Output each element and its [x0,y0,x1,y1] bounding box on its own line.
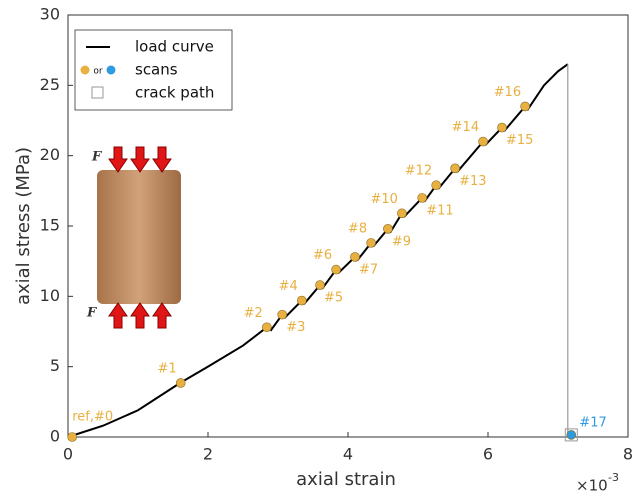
scan-point [431,180,442,191]
x-axis-label: axial strain [296,469,396,490]
x-tick-label: 2 [203,445,213,464]
y-tick-label: 15 [40,216,60,235]
x-tick-label: 8 [623,445,633,464]
legend-label: scans [135,61,178,79]
x-tick-label: 0 [63,445,73,464]
scan-label: #4 [279,279,298,294]
legend-box [74,29,233,111]
x-tick-label: 6 [483,445,493,464]
scan-label: #1 [158,361,177,376]
scan-point [67,432,77,442]
y-tick-label: 30 [40,5,60,24]
legend-label: load curve [135,38,214,56]
scan-point [175,378,186,388]
scan-point [331,264,341,275]
scan-point [277,309,288,320]
legend-marker [106,65,116,75]
scan-point [350,252,360,262]
y-tick-label: 25 [40,75,60,94]
scan-point [296,295,307,306]
scan-label: #12 [405,164,432,179]
scan-label: ref,#0 [72,410,113,425]
scan-point [383,224,393,234]
scan-point [520,101,530,112]
legend-joiner: or [93,67,103,77]
inset-photo: F F [86,146,181,329]
scan-point [417,193,428,203]
scan-label: #3 [286,320,305,335]
force-label: F [91,150,102,165]
scan-point [366,238,376,248]
scan-label: #6 [313,248,332,263]
scan-label: #8 [348,221,367,236]
y-tick-label: 0 [50,427,60,446]
force-label: F [86,306,97,321]
scan-label: #7 [359,262,378,277]
scan-point [566,430,577,440]
scan-label: #2 [244,306,263,321]
legend-marker [80,65,90,75]
scan-label: #9 [392,234,411,249]
scan-point [450,163,460,174]
scan-label: #11 [426,203,453,218]
legend-marker [91,86,104,99]
crack-marker [564,428,578,442]
scan-point [497,122,507,133]
y-tick-label: 5 [50,356,60,375]
scan-point [397,208,407,219]
scan-point [478,136,488,147]
x-multiplier: ×10 [576,477,608,495]
scan-label: #10 [370,192,397,207]
scan-label: #16 [494,85,521,100]
x-tick-label: 4 [343,445,353,464]
y-axis-label: axial stress (MPa) [13,147,34,305]
y-tick-label: 10 [40,286,60,305]
y-tick-label: 20 [40,145,60,164]
scan-label: #13 [459,174,486,189]
sample [97,170,181,304]
scan-point [315,280,325,290]
scan-label: #17 [579,415,606,430]
x-exponent: -3 [608,471,619,484]
scan-label: #15 [506,133,533,148]
scan-label: #14 [452,120,479,135]
scan-label: #5 [324,291,343,306]
scan-point [261,322,272,333]
legend-label: crack path [135,84,214,102]
